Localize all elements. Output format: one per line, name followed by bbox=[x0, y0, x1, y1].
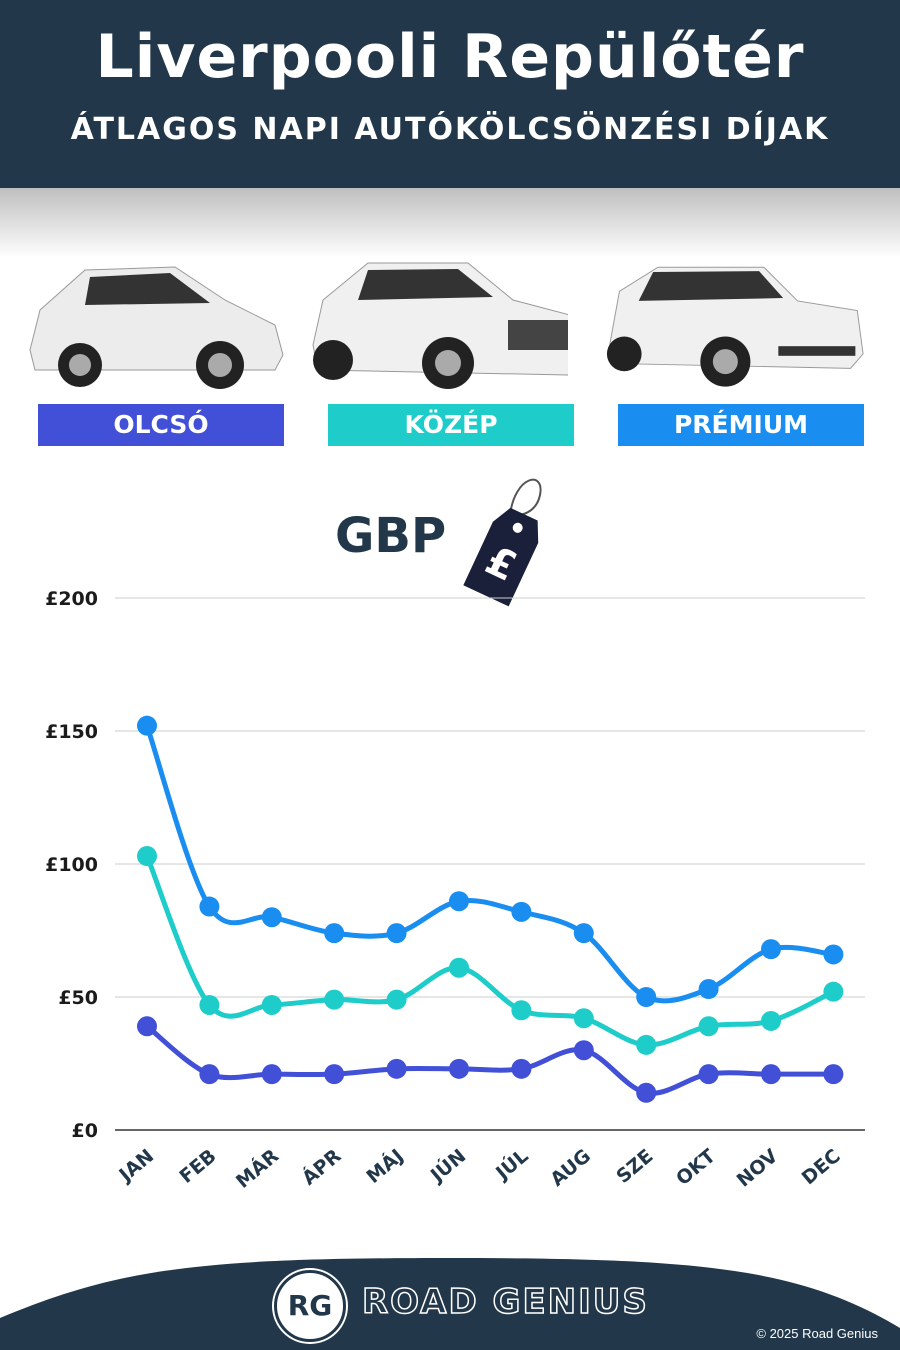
y-tick-label: £150 bbox=[45, 721, 98, 743]
x-tick-label: AUG bbox=[546, 1145, 595, 1191]
data-point bbox=[823, 1064, 844, 1085]
premium-suv-car-image bbox=[606, 266, 864, 387]
data-point bbox=[511, 1058, 532, 1079]
data-point bbox=[261, 907, 282, 928]
data-point bbox=[761, 1010, 781, 1031]
data-point bbox=[511, 901, 532, 922]
data-point bbox=[636, 987, 657, 1007]
line-chart: £0 £50 £100 £150 £200 JAN FEB MÁR ÁPR MÁJ JÚN JÚL AU… bbox=[45, 588, 865, 1193]
copyright: © 2025 Road Genius bbox=[756, 1326, 878, 1341]
badge-premium: PRÉMIUM bbox=[618, 404, 864, 446]
x-tick-label: MÁJ bbox=[362, 1144, 408, 1188]
data-point bbox=[199, 1064, 220, 1085]
data-point bbox=[698, 979, 719, 1000]
data-point bbox=[137, 715, 157, 736]
data-point bbox=[449, 891, 469, 912]
data-point bbox=[261, 1064, 282, 1085]
x-tick-label: JAN bbox=[114, 1145, 159, 1187]
data-point bbox=[823, 981, 844, 1002]
data-point bbox=[511, 1000, 532, 1021]
data-point bbox=[761, 939, 781, 960]
series-line bbox=[144, 724, 834, 1004]
data-point bbox=[199, 896, 220, 917]
data-point bbox=[386, 923, 407, 944]
x-tick-label: JÚN bbox=[424, 1143, 470, 1187]
hatchback-car-image bbox=[29, 266, 284, 389]
y-tick-label: £50 bbox=[58, 987, 98, 1009]
page-title: Liverpooli Repülőtér bbox=[95, 22, 805, 92]
data-point bbox=[449, 957, 469, 978]
footer-bg bbox=[0, 1258, 900, 1350]
data-point bbox=[823, 944, 844, 965]
series-line bbox=[145, 1024, 834, 1096]
currency-label: GBP bbox=[335, 508, 447, 564]
badge-mid: KÖZÉP bbox=[328, 404, 574, 446]
suv-car-image bbox=[312, 262, 568, 389]
x-tick-label: SZE bbox=[612, 1145, 657, 1188]
data-point bbox=[698, 1064, 719, 1085]
data-point bbox=[573, 1008, 594, 1029]
data-point bbox=[137, 1016, 157, 1037]
page-subtitle: ÁTLAGOS NAPI AUTÓKÖLCSÖNZÉSI DÍJAK bbox=[70, 112, 830, 147]
x-tick-label: MÁR bbox=[231, 1144, 283, 1193]
road-genius-logo: RG bbox=[274, 1270, 346, 1342]
data-point bbox=[324, 1064, 345, 1085]
brand-name: ROAD GENIUS bbox=[361, 1281, 649, 1323]
data-point bbox=[137, 846, 157, 867]
data-point bbox=[324, 989, 345, 1010]
data-point bbox=[261, 994, 282, 1015]
x-tick-label: ÁPR bbox=[297, 1144, 345, 1190]
data-point bbox=[199, 994, 220, 1015]
data-point bbox=[573, 1040, 594, 1061]
series-line bbox=[144, 855, 835, 1048]
x-tick-label: DEC bbox=[798, 1145, 845, 1189]
x-tick-label: OKT bbox=[672, 1145, 720, 1190]
data-point bbox=[386, 1058, 407, 1079]
y-tick-label: £0 bbox=[72, 1120, 98, 1142]
data-point bbox=[573, 923, 594, 944]
x-tick-label: FEB bbox=[175, 1145, 220, 1188]
header-shadow bbox=[0, 188, 900, 258]
data-point bbox=[761, 1064, 781, 1085]
data-point bbox=[324, 923, 345, 944]
data-point bbox=[449, 1058, 469, 1079]
y-tick-label: £100 bbox=[45, 854, 98, 876]
badge-budget: OLCSÓ bbox=[38, 404, 284, 446]
y-tick-label: £200 bbox=[45, 588, 98, 610]
x-tick-label: NOV bbox=[733, 1145, 783, 1192]
x-tick-label: JÚL bbox=[489, 1143, 532, 1185]
data-point bbox=[698, 1016, 719, 1037]
data-point bbox=[636, 1082, 657, 1103]
price-tag-icon: £ bbox=[463, 478, 542, 607]
header: Liverpooli Repülőtér ÁTLAGOS NAPI AUTÓKÖ… bbox=[0, 0, 900, 188]
data-point bbox=[386, 989, 407, 1010]
data-point bbox=[636, 1034, 657, 1055]
